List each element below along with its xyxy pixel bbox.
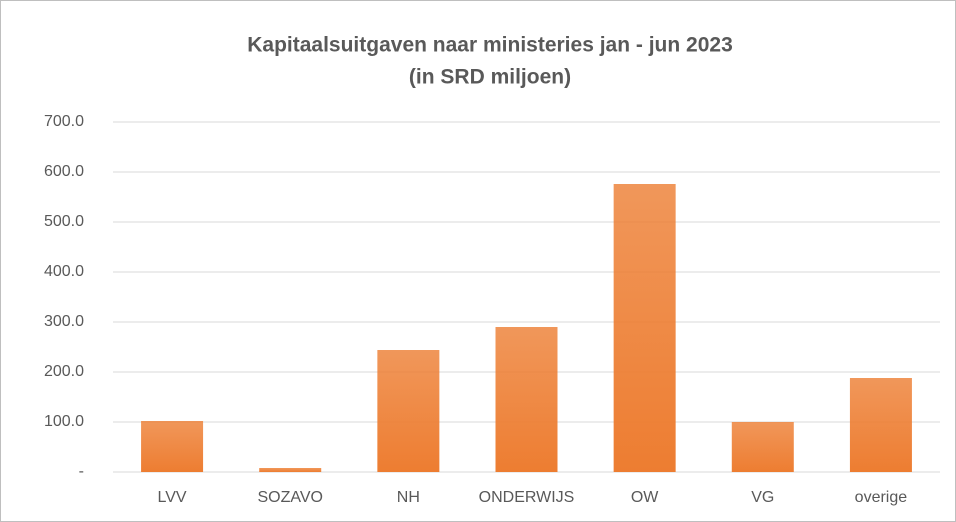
y-tick-label: 200.0: [44, 363, 84, 380]
x-tick-label: OW: [631, 489, 659, 506]
y-tick-label: 300.0: [44, 313, 84, 330]
x-tick-label: VG: [751, 489, 774, 506]
bar: [613, 184, 676, 472]
y-tick-label: 100.0: [44, 413, 84, 430]
y-tick-label: 400.0: [44, 263, 84, 280]
chart-subtitle: (in SRD miljoen): [409, 66, 571, 89]
y-tick-label: 700.0: [44, 113, 84, 130]
bar: [259, 468, 322, 472]
x-tick-label: ONDERWIJS: [479, 489, 575, 506]
chart-title: Kapitaalsuitgaven naar ministeries jan -…: [247, 34, 733, 57]
x-tick-label: overige: [855, 489, 908, 506]
x-tick-label: SOZAVO: [257, 489, 323, 506]
x-tick-label: LVV: [158, 489, 187, 506]
y-tick-label: -: [79, 463, 84, 480]
bar: [141, 421, 204, 472]
y-tick-label: 500.0: [44, 213, 84, 230]
bar: [731, 422, 794, 472]
y-tick-label: 600.0: [44, 163, 84, 180]
x-tick-label: NH: [397, 489, 420, 506]
bar: [849, 378, 912, 472]
bar: [495, 327, 558, 472]
bar: [377, 350, 440, 472]
